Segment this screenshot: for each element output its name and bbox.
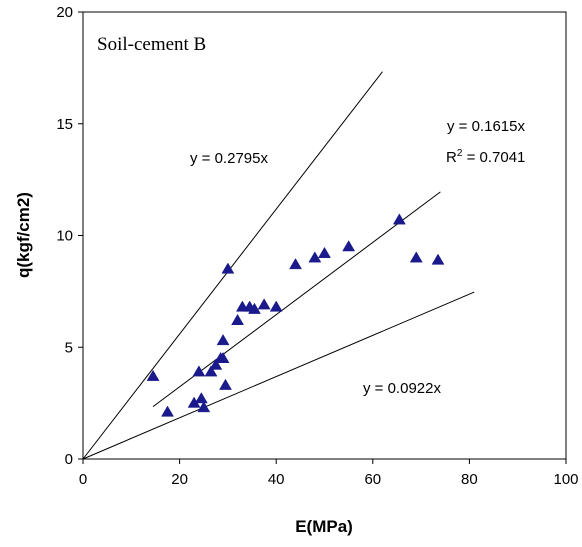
panel-annotation: Soil-cement B bbox=[97, 34, 206, 55]
x-axis: 0 20 40 60 80 100 bbox=[79, 459, 579, 488]
data-point bbox=[289, 258, 302, 270]
data-point bbox=[146, 369, 160, 381]
data-point bbox=[161, 405, 174, 417]
data-point bbox=[269, 300, 283, 312]
fit-line bbox=[82, 71, 383, 460]
data-point bbox=[219, 378, 232, 390]
data-point bbox=[194, 392, 208, 404]
y-axis: 0 5 10 15 20 bbox=[56, 4, 83, 468]
y-tick-label: 5 bbox=[65, 339, 73, 356]
fit-line bbox=[82, 291, 475, 460]
data-point bbox=[409, 251, 423, 263]
equation-label-steep: y = 0.2795x bbox=[190, 150, 268, 167]
data-point bbox=[342, 240, 356, 252]
data-point bbox=[318, 246, 331, 258]
equation-label-fit: y = 0.1615x bbox=[447, 118, 525, 135]
data-point bbox=[197, 401, 211, 413]
data-point bbox=[216, 351, 230, 363]
y-tick-label: 20 bbox=[56, 4, 73, 21]
data-point bbox=[231, 313, 244, 325]
data-points bbox=[146, 213, 445, 417]
data-point bbox=[204, 365, 218, 377]
y-tick-label: 15 bbox=[56, 116, 73, 133]
data-point bbox=[192, 365, 206, 377]
x-tick-label: 20 bbox=[171, 471, 188, 488]
data-point bbox=[221, 262, 235, 274]
data-point bbox=[248, 302, 261, 314]
equation-label-shallow: y = 0.0922x bbox=[363, 380, 441, 397]
data-point bbox=[216, 334, 230, 346]
data-point bbox=[392, 213, 406, 225]
data-point bbox=[308, 251, 322, 263]
x-tick-label: 80 bbox=[461, 471, 478, 488]
data-point bbox=[431, 253, 445, 265]
x-axis-title: E(MPa) bbox=[295, 517, 353, 536]
y-axis-title: q(kgf/cm2) bbox=[14, 192, 33, 278]
data-point bbox=[209, 358, 223, 370]
x-tick-label: 100 bbox=[553, 471, 578, 488]
y-tick-label: 0 bbox=[65, 451, 73, 468]
plot-area bbox=[82, 11, 567, 460]
data-point bbox=[257, 298, 271, 310]
x-tick-label: 60 bbox=[364, 471, 381, 488]
x-tick-label: 40 bbox=[268, 471, 285, 488]
r-squared-label: R2 = 0.7041 bbox=[446, 148, 525, 166]
x-tick-label: 0 bbox=[79, 471, 87, 488]
y-tick-label: 10 bbox=[56, 228, 73, 245]
